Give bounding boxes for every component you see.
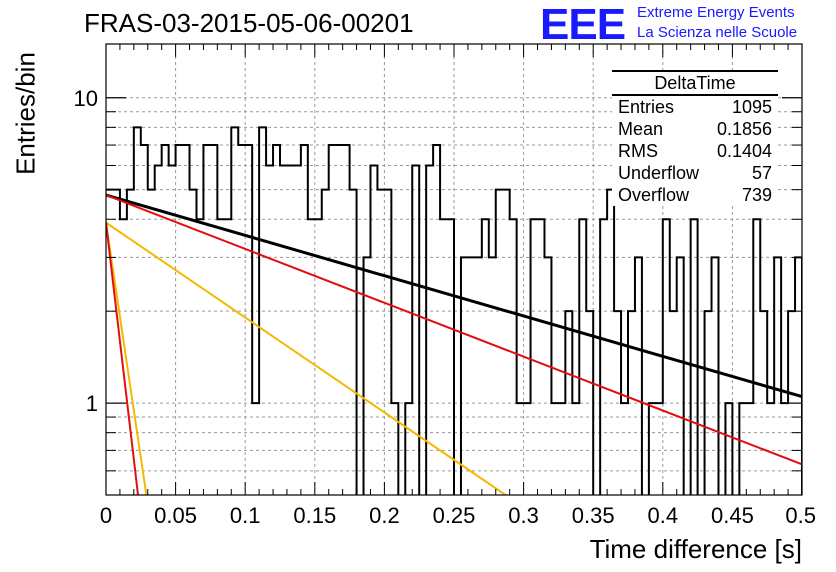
- x-tick-label: 0.1: [230, 503, 261, 528]
- stats-value: 0.1404: [716, 141, 772, 161]
- x-tick-label: 0.25: [433, 503, 476, 528]
- y-tick-label: 1: [86, 391, 98, 416]
- fit-line-2: [106, 221, 507, 495]
- stats-row-overflow: Overflow 739: [612, 184, 778, 206]
- x-tick-labels: 0 0.05 0.1 0.15 0.2 0.25 0.3 0.35 0.4 0.45 0.5: [100, 503, 816, 528]
- x-tick-label: 0.05: [154, 503, 197, 528]
- x-tick-label: 0.15: [293, 503, 336, 528]
- stats-value: 1095: [731, 97, 772, 117]
- fit-line-0: [106, 193, 802, 399]
- stats-label: Entries: [618, 97, 675, 117]
- x-axis-label: Time difference [s]: [589, 534, 802, 564]
- stats-label: RMS: [618, 141, 658, 161]
- y-tick-labels: 1 10: [74, 86, 98, 416]
- fit-lines: [106, 193, 802, 495]
- x-tick-label: 0.4: [648, 503, 679, 528]
- x-tick-label: 0.5: [785, 503, 816, 528]
- fit-line-4: [106, 222, 140, 495]
- x-tick-label: 0.3: [508, 503, 539, 528]
- stats-label: Underflow: [618, 163, 700, 183]
- stats-row-entries: Entries 1095: [612, 96, 778, 118]
- stats-title: DeltaTime: [612, 70, 778, 96]
- logo-subtitle-2: La Scienza nelle Scuole: [637, 24, 798, 41]
- x-tick-label: 0.2: [369, 503, 400, 528]
- stats-row-underflow: Underflow 57: [612, 162, 778, 184]
- logo-subtitle-1: Extreme Energy Events: [637, 4, 795, 21]
- stats-row-rms: RMS 0.1404: [612, 140, 778, 162]
- stats-row-mean: Mean 0.1856: [612, 118, 778, 140]
- x-tick-label: 0: [100, 503, 112, 528]
- stats-label: Overflow: [618, 185, 690, 205]
- stats-value: 57: [751, 163, 772, 183]
- stats-box: DeltaTime Entries 1095 Mean 0.1856 RMS 0…: [612, 70, 778, 206]
- y-axis-label: Entries/bin: [10, 52, 41, 175]
- x-tick-label: 0.45: [711, 503, 754, 528]
- y-tick-label: 10: [74, 86, 98, 111]
- histogram-bins: [106, 126, 802, 495]
- axis-ticks: [105, 44, 803, 495]
- stats-value: 0.1856: [716, 119, 772, 139]
- chart-title: FRAS-03-2015-05-06-00201: [84, 8, 414, 38]
- x-tick-label: 0.35: [572, 503, 615, 528]
- stats-value: 739: [741, 185, 772, 205]
- histogram-outline: [106, 126, 802, 495]
- eee-logo: EEE: [540, 0, 626, 49]
- fit-line-1: [106, 194, 802, 466]
- stats-label: Mean: [618, 119, 664, 139]
- fit-line-3: [106, 222, 148, 495]
